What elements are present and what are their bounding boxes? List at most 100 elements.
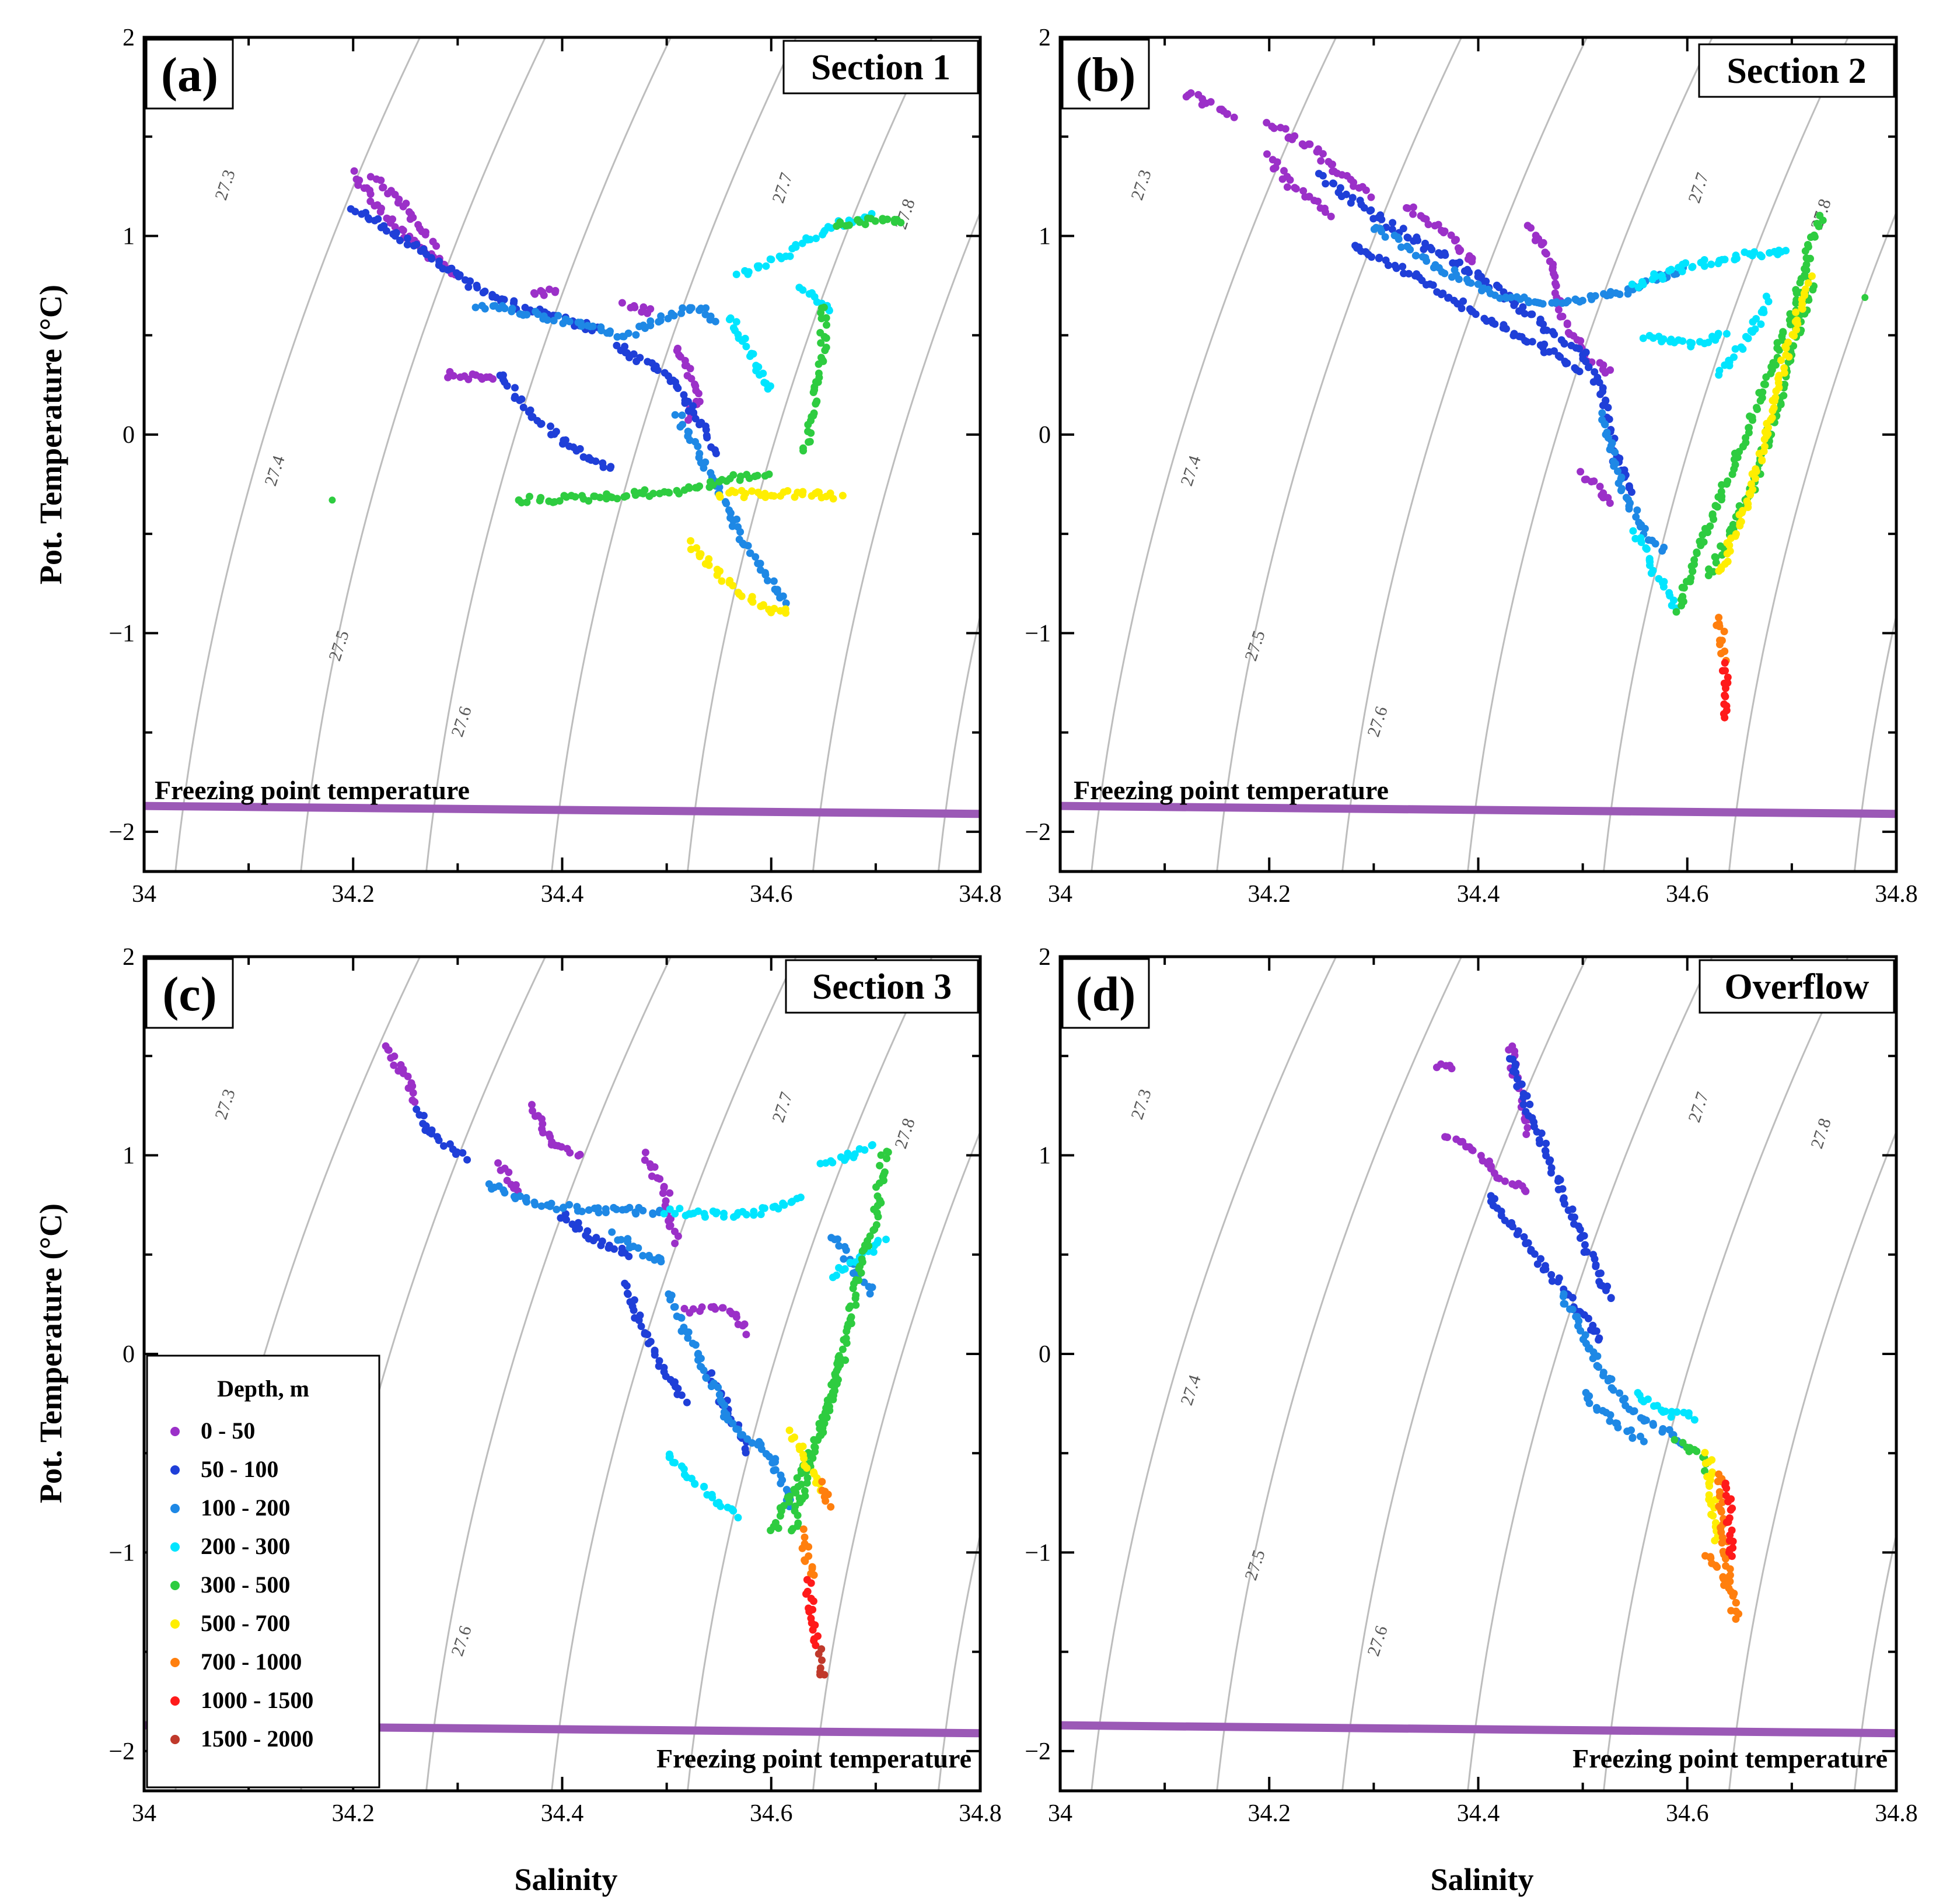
data-point — [712, 1209, 720, 1217]
data-point — [1736, 519, 1744, 527]
data-point — [1632, 513, 1640, 521]
data-point — [1755, 388, 1763, 397]
isopycnal-line — [1728, 210, 1896, 872]
data-point — [1568, 1205, 1577, 1213]
data-point — [738, 592, 746, 600]
data-point — [805, 438, 813, 446]
data-point — [537, 1202, 546, 1210]
data-point — [671, 1459, 679, 1466]
data-point — [1610, 462, 1618, 470]
data-point — [702, 426, 710, 434]
data-point — [806, 236, 814, 243]
data-point — [651, 1351, 659, 1359]
data-point — [620, 493, 628, 501]
data-point — [715, 483, 724, 491]
data-point — [1659, 335, 1668, 343]
data-point — [1731, 345, 1739, 353]
isopycnal-label: 27.8 — [891, 1116, 919, 1151]
data-point — [1792, 296, 1801, 304]
data-point — [729, 1419, 737, 1427]
data-point — [1472, 310, 1480, 318]
data-point — [774, 1205, 782, 1213]
data-point — [1542, 1139, 1550, 1147]
data-point — [1585, 1399, 1593, 1408]
data-point — [1727, 1606, 1735, 1615]
isopycnal-label: 27.6 — [448, 704, 476, 739]
y-tick-label: −2 — [1025, 819, 1051, 846]
data-point — [817, 339, 825, 347]
data-point — [666, 1205, 674, 1213]
data-point — [403, 235, 411, 242]
data-point — [561, 436, 569, 444]
data-point — [1522, 1130, 1530, 1138]
data-point — [753, 471, 761, 480]
data-point — [657, 312, 665, 320]
data-point — [1314, 197, 1322, 205]
data-point — [1752, 465, 1760, 473]
data-point — [752, 553, 760, 561]
data-point — [1441, 251, 1449, 259]
data-point — [717, 1502, 725, 1510]
data-point — [589, 322, 597, 330]
data-point — [1724, 477, 1732, 485]
data-point — [1742, 332, 1750, 341]
data-point — [379, 183, 387, 191]
data-point — [803, 1464, 811, 1472]
data-point — [1728, 1552, 1736, 1560]
data-point — [399, 202, 407, 211]
data-point — [421, 230, 429, 239]
data-point — [1725, 1584, 1733, 1592]
data-point — [636, 354, 644, 362]
data-point — [739, 1322, 747, 1330]
data-point — [676, 423, 684, 431]
data-point — [784, 487, 792, 495]
data-point — [1611, 448, 1619, 456]
data-point — [1649, 566, 1657, 575]
data-point — [816, 1671, 824, 1679]
data-point — [736, 528, 745, 536]
data-point — [1582, 348, 1590, 356]
data-point — [1537, 240, 1546, 249]
data-point — [1701, 1467, 1708, 1475]
data-point — [1792, 308, 1800, 316]
data-point — [1716, 640, 1724, 649]
data-point — [512, 1181, 520, 1189]
data-point — [1642, 1416, 1650, 1424]
data-point — [696, 552, 704, 561]
data-point — [845, 221, 853, 229]
legend-label: 0 - 50 — [201, 1418, 255, 1444]
data-point — [537, 494, 545, 502]
y-tick-label: 2 — [1039, 944, 1051, 971]
data-point — [1596, 1269, 1605, 1278]
data-point — [1375, 254, 1383, 262]
data-point — [696, 482, 704, 490]
data-point — [384, 190, 392, 198]
data-point — [1816, 212, 1824, 219]
isopycnal-label: 27.3 — [1127, 167, 1155, 202]
data-point — [1530, 1250, 1539, 1258]
y-tick-label: 2 — [123, 24, 135, 51]
data-point — [777, 1479, 785, 1488]
data-point — [796, 1194, 805, 1202]
data-point — [729, 1507, 738, 1515]
data-point — [646, 317, 655, 325]
series-3 — [660, 1141, 890, 1522]
data-point — [623, 1289, 631, 1297]
data-point — [1718, 1539, 1726, 1547]
data-point — [1360, 204, 1368, 212]
data-point — [1764, 430, 1772, 438]
data-point — [1779, 328, 1787, 336]
data-point — [671, 1210, 679, 1218]
data-point — [764, 385, 772, 393]
legend-label: 50 - 100 — [201, 1456, 278, 1482]
y-tick-label: 1 — [123, 223, 135, 250]
data-point — [440, 1142, 448, 1150]
data-point — [720, 1209, 728, 1217]
data-point — [547, 1199, 555, 1208]
data-point — [1722, 1555, 1729, 1563]
data-point — [1224, 110, 1232, 118]
data-point — [413, 1105, 421, 1114]
data-point — [1712, 554, 1720, 562]
data-point — [452, 1150, 460, 1158]
data-point — [523, 311, 531, 318]
